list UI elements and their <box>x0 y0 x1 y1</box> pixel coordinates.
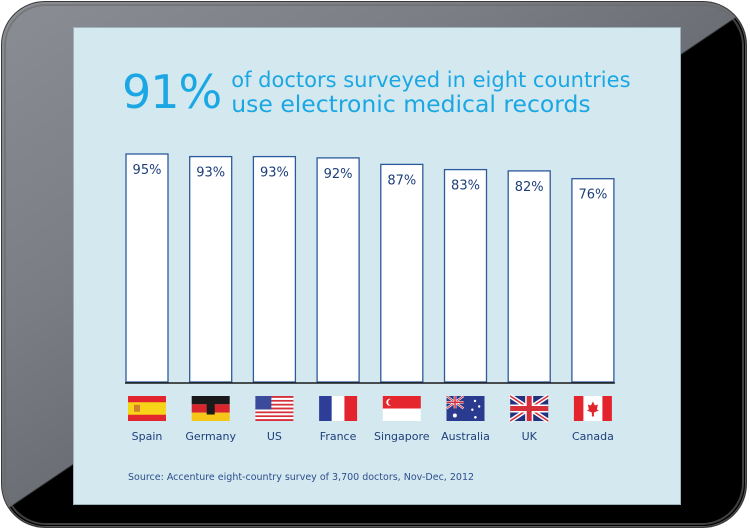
bar-group: 82% UK <box>507 170 551 443</box>
bar-group: 92% France <box>316 157 360 443</box>
category-label: Spain <box>132 430 163 443</box>
bar <box>252 155 297 383</box>
spain-flag-icon <box>128 396 166 421</box>
bar-chart: 95% Spain 93% Germany 93% US 92% France 87% Singa… <box>125 153 615 443</box>
headline-line-1: of doctors surveyed in eight countries <box>231 68 631 92</box>
france-flag-icon <box>319 396 358 421</box>
bar-group: 83% Australia <box>441 168 490 443</box>
bar-value-label: 93% <box>260 166 289 181</box>
bar-value-label: 93% <box>196 166 225 181</box>
category-label: US <box>267 430 282 443</box>
bar-group: 93% US <box>252 155 297 443</box>
tablet-screen: 91% of doctors surveyed in eight countri… <box>73 27 681 505</box>
australia-flag-icon <box>445 395 485 421</box>
bar-value-label: 92% <box>324 167 353 182</box>
bar-value-label: 87% <box>387 173 416 188</box>
bar-group: 95% Spain <box>125 153 169 443</box>
category-label: Australia <box>441 430 490 443</box>
headline-line-2: use electronic medical records <box>231 90 591 118</box>
bar <box>507 170 551 383</box>
singapore-flag-icon <box>382 396 421 421</box>
us-flag-icon <box>255 396 294 421</box>
category-label: Germany <box>185 430 236 443</box>
uk-flag-icon <box>508 394 550 423</box>
tablet-rim <box>4 4 744 525</box>
category-label: France <box>320 430 357 443</box>
bar-value-label: 82% <box>515 180 544 195</box>
headline: 91% of doctors surveyed in eight countri… <box>122 64 631 120</box>
category-label: UK <box>522 430 538 443</box>
source-note: Source: Accenture eight-country survey o… <box>128 472 475 483</box>
bar <box>125 153 169 383</box>
headline-subtitle: of doctors surveyed in eight countries u… <box>231 68 630 116</box>
bar <box>443 168 488 383</box>
bar-value-label: 76% <box>578 188 607 203</box>
bar <box>571 178 615 383</box>
canada-flag-icon <box>573 396 612 421</box>
category-label: Singapore <box>374 430 430 443</box>
bar <box>316 157 360 383</box>
bar <box>189 155 233 383</box>
germany-flag-icon <box>191 396 230 421</box>
bar <box>380 163 424 383</box>
bar-group: 76% Canada <box>571 178 615 443</box>
bar-group: 87% Singapore <box>374 163 430 443</box>
bar-group: 93% Germany <box>185 155 236 443</box>
category-label: Canada <box>572 430 614 443</box>
bar-value-label: 83% <box>451 179 480 194</box>
bar-value-label: 95% <box>133 163 162 178</box>
headline-big-number: 91% <box>122 65 222 119</box>
